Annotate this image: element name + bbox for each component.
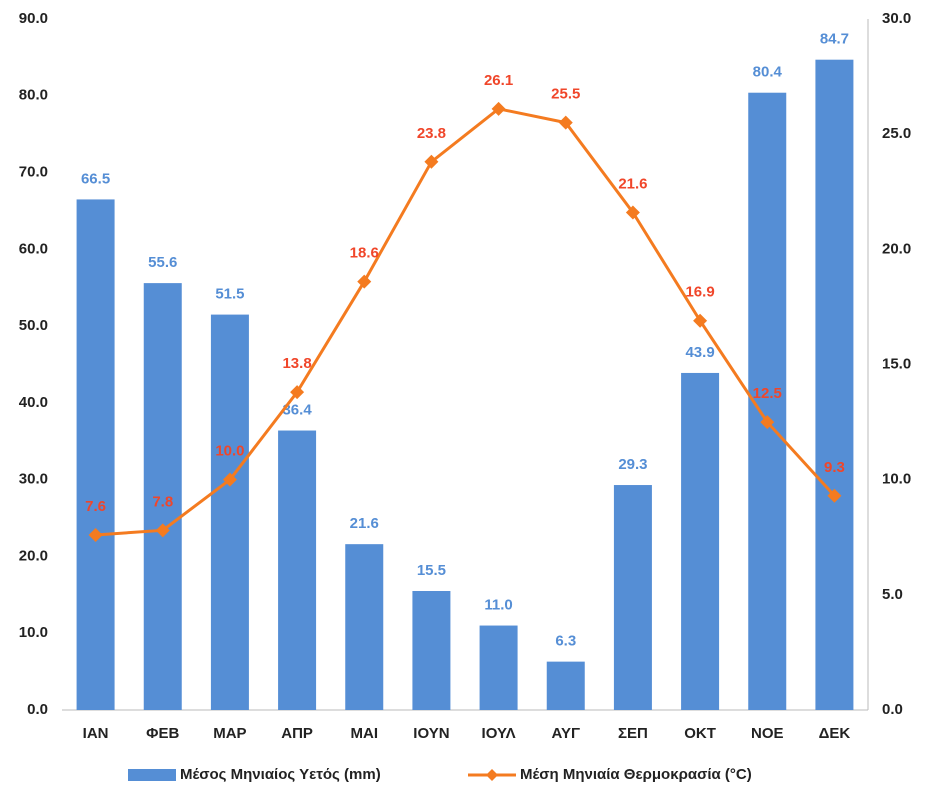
y2-tick-label: 30.0: [882, 10, 911, 27]
line-marker: [760, 415, 775, 430]
legend-label: Μέσος Μηνιαίος Υετός (mm): [180, 766, 381, 783]
line-value-label: 7.8: [152, 493, 173, 510]
line-value-label: 16.9: [685, 284, 714, 301]
x-tick-label: ΣΕΠ: [618, 725, 648, 742]
x-tick-label: ΝΟΕ: [751, 725, 784, 742]
bar-value-label: 55.6: [148, 254, 177, 271]
bar-value-label: 21.6: [350, 515, 379, 532]
line-marker: [827, 488, 842, 503]
line-marker: [693, 313, 708, 328]
line: [95, 107, 836, 537]
y2-tick-label: 10.0: [882, 471, 911, 488]
bar-value-label: 15.5: [417, 562, 446, 579]
line-value-label: 18.6: [350, 245, 379, 262]
bar-value-label: 6.3: [555, 633, 576, 650]
y-tick-label: 40.0: [19, 394, 48, 411]
x-tick-label: ΦΕΒ: [146, 725, 179, 742]
bar: [345, 544, 384, 710]
legend-marker: [486, 769, 498, 781]
bar-value-label: 66.5: [81, 170, 110, 187]
y2-tick-label: 15.0: [882, 355, 911, 372]
x-tick-label: ΑΥΓ: [552, 725, 581, 742]
x-tick-label: ΜΑΙ: [351, 725, 379, 742]
line-marker: [491, 101, 506, 116]
legend-swatch: [128, 769, 176, 781]
y-tick-label: 70.0: [19, 164, 48, 181]
y2-tick-label: 0.0: [882, 701, 903, 718]
y-tick-label: 20.0: [19, 547, 48, 564]
y-tick-label: 50.0: [19, 317, 48, 334]
y-tick-label: 30.0: [19, 471, 48, 488]
line-value-label: 10.0: [215, 443, 244, 460]
line-value-label: 26.1: [484, 72, 513, 89]
line-marker: [625, 205, 640, 220]
line-value-label: 9.3: [824, 459, 845, 476]
y2-tick-label: 20.0: [882, 240, 911, 257]
legend-label: Μέση Μηνιαία Θερμοκρασία (°C): [520, 766, 752, 783]
line-value-label: 25.5: [551, 86, 580, 103]
line-marker: [222, 472, 237, 487]
bar: [76, 199, 115, 710]
bar: [681, 372, 720, 710]
line-marker: [155, 523, 170, 538]
line-marker: [88, 527, 103, 542]
x-tick-label: ΜΑΡ: [213, 725, 246, 742]
y-tick-label: 10.0: [19, 624, 48, 641]
bar-value-label: 51.5: [215, 286, 244, 303]
y-tick-label: 60.0: [19, 240, 48, 257]
x-tick-label: ΟΚΤ: [684, 725, 716, 742]
line-marker: [357, 274, 372, 289]
y-tick-label: 0.0: [27, 701, 48, 718]
line-marker: [424, 154, 439, 169]
line-marker: [558, 115, 573, 130]
x-tick-label: ΙΟΥΝ: [413, 725, 449, 742]
line-value-label: 7.6: [85, 498, 106, 515]
x-tick-label: ΑΠΡ: [281, 725, 313, 742]
bar: [278, 430, 317, 710]
x-tick-label: ΔΕΚ: [819, 725, 851, 742]
line-value-label: 12.5: [753, 385, 782, 402]
line-value-label: 21.6: [618, 175, 647, 192]
bar: [210, 314, 249, 710]
bar-value-label: 84.7: [820, 31, 849, 48]
bar-value-label: 11.0: [484, 597, 512, 614]
bar: [143, 283, 182, 710]
x-tick-label: ΙΑΝ: [83, 725, 109, 742]
bar: [412, 590, 451, 710]
bar: [613, 485, 652, 710]
y2-tick-label: 25.0: [882, 125, 911, 142]
bar: [546, 661, 585, 710]
bar-value-label: 36.4: [282, 401, 312, 418]
y-tick-label: 90.0: [19, 10, 48, 27]
line-value-label: 23.8: [417, 125, 446, 142]
bar-value-label: 43.9: [685, 344, 714, 361]
line-marker: [290, 385, 305, 400]
bar: [815, 59, 854, 711]
bar-value-label: 80.4: [753, 64, 783, 81]
bar: [479, 625, 518, 710]
x-tick-label: ΙΟΥΛ: [482, 725, 516, 742]
y2-tick-label: 5.0: [882, 586, 903, 603]
line-value-label: 13.8: [282, 355, 311, 372]
bar-value-label: 29.3: [618, 456, 647, 473]
y-tick-label: 80.0: [19, 87, 48, 104]
